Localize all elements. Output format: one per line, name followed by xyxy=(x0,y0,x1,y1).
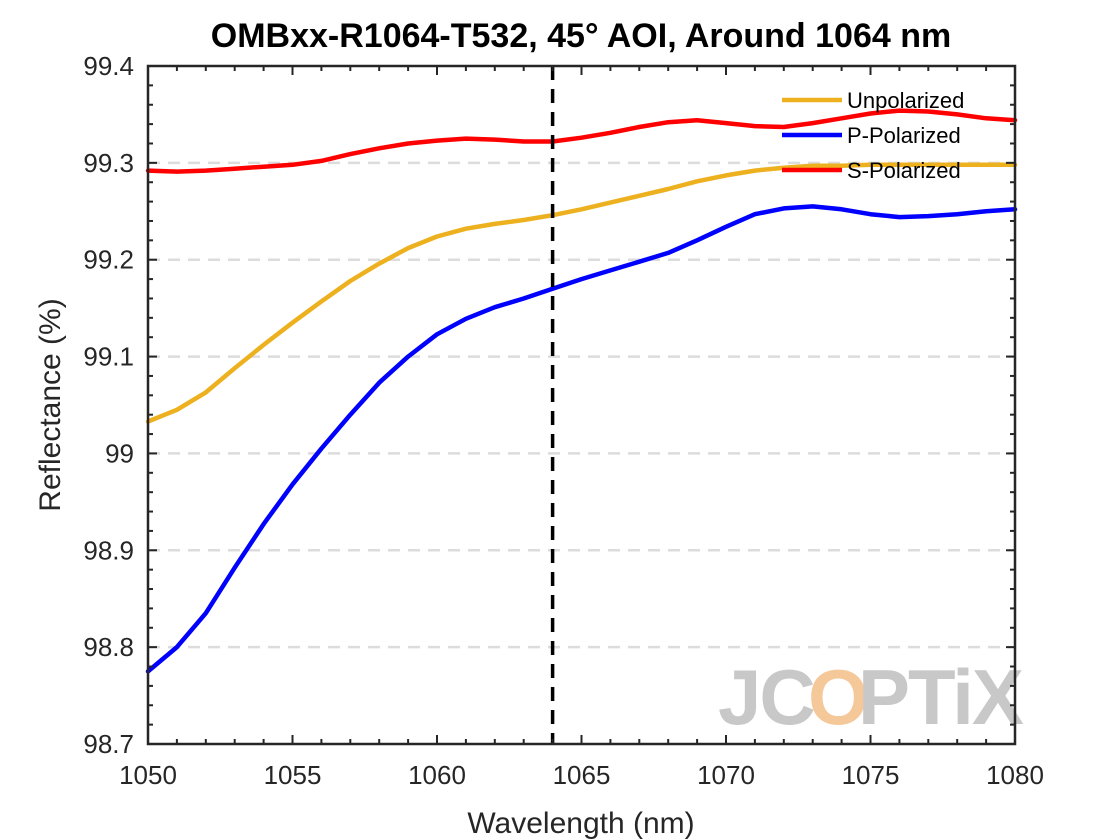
axis-ticks xyxy=(147,65,1016,745)
y-axis-label: Reflectance (%) xyxy=(34,298,67,511)
x-tick-label: 1070 xyxy=(697,760,755,790)
y-tick-label: 99.2 xyxy=(83,245,134,275)
y-tick-label: 99.1 xyxy=(83,342,134,372)
x-tick-label: 1050 xyxy=(119,760,177,790)
y-tick-label: 98.9 xyxy=(83,535,134,565)
x-tick-label: 1075 xyxy=(842,760,900,790)
legend-label-unpolarized: Unpolarized xyxy=(847,88,964,113)
legend-label-s-polarized: S-Polarized xyxy=(847,158,961,183)
legend-label-p-polarized: P-Polarized xyxy=(847,123,961,148)
y-tick-labels: 98.7 98.8 98.9 99 99.1 99.2 99.3 99.4 xyxy=(83,51,134,759)
plot-area xyxy=(148,66,1015,744)
chart-legend: Unpolarized P-Polarized S-Polarized xyxy=(782,88,964,183)
x-tick-labels: 1050 1055 1060 1065 1070 1075 1080 xyxy=(119,760,1044,790)
watermark-left: JC xyxy=(718,653,814,741)
x-tick-label: 1060 xyxy=(408,760,466,790)
chart-title: OMBxx-R1064-T532, 45° AOI, Around 1064 n… xyxy=(211,17,951,55)
series-lines xyxy=(145,108,1018,674)
x-axis-label: Wavelength (nm) xyxy=(467,807,694,840)
y-tick-label: 99.4 xyxy=(83,51,134,81)
y-tick-label: 99.3 xyxy=(83,148,134,178)
series-line-s-polarized xyxy=(145,108,1018,174)
series-line-unpolarized xyxy=(145,162,1018,424)
y-tick-label: 98.8 xyxy=(83,632,134,662)
y-tick-label: 98.7 xyxy=(83,729,134,759)
watermark-right: PTiX xyxy=(858,653,1024,741)
x-tick-label: 1065 xyxy=(553,760,611,790)
jcoptix-watermark: JC O PTiX xyxy=(718,653,1026,741)
x-tick-label: 1055 xyxy=(264,760,322,790)
watermark-o: O xyxy=(808,653,867,741)
x-tick-label: 1080 xyxy=(986,760,1044,790)
y-tick-label: 99 xyxy=(105,438,134,468)
series-line-p-polarized xyxy=(145,204,1018,674)
